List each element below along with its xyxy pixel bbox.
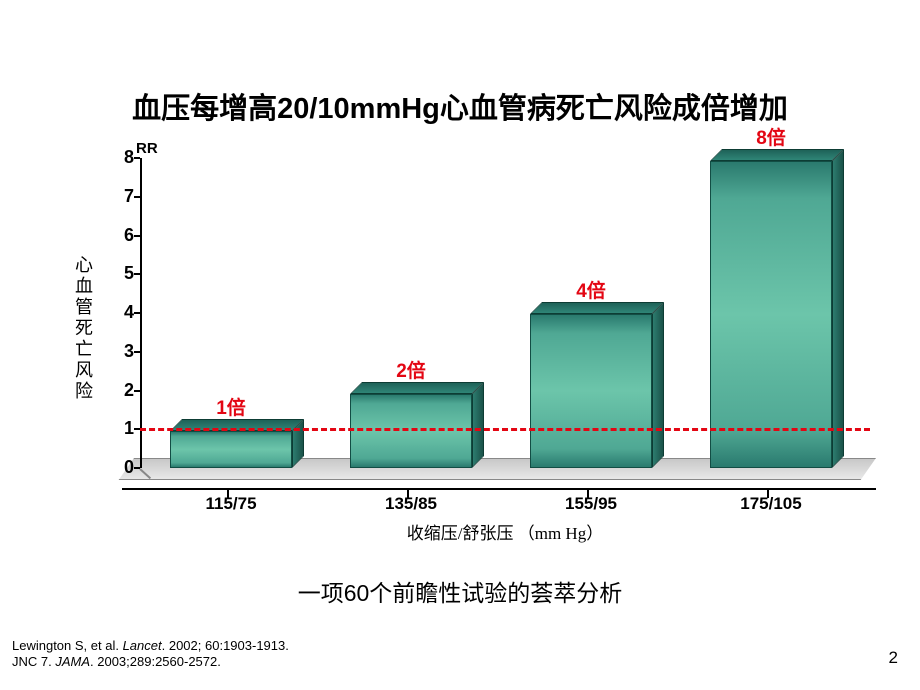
y-tick-label: 2: [108, 380, 134, 401]
y-tick-label: 4: [108, 302, 134, 323]
rr-label: RR: [136, 140, 158, 157]
x-tick-mark: [767, 490, 769, 498]
slide-title: 血压每增高20/10mmHg心血管病死亡风险成倍增加: [0, 85, 920, 127]
bar: 1倍: [170, 431, 292, 468]
bar-side: [832, 149, 844, 468]
y-tick-mark: [134, 312, 140, 314]
x-axis-line: [122, 488, 876, 490]
x-axis-title: 收缩压/舒张压 （mm Hg）: [140, 519, 870, 544]
citation-journal: JAMA: [55, 654, 90, 669]
y-tick-label: 0: [108, 457, 134, 478]
x-tick-label: 175/105: [701, 494, 841, 514]
bar-front: [530, 314, 652, 468]
citation-text: . 2003;289:2560-2572.: [90, 654, 221, 669]
citation-journal: Lancet: [123, 638, 162, 653]
y-tick-mark: [134, 467, 140, 469]
page-number: 2: [889, 648, 898, 668]
bar: 8倍: [710, 161, 832, 468]
y-tick-mark: [134, 273, 140, 275]
plot-area: 收缩压/舒张压 （mm Hg） 0123456781倍115/752倍135/8…: [140, 158, 870, 468]
bar-top: [350, 382, 484, 394]
bar-value-label: 1倍: [170, 393, 292, 420]
y-tick-label: 6: [108, 225, 134, 246]
bar-side: [652, 302, 664, 468]
y-tick-mark: [134, 351, 140, 353]
citation: Lewington S, et al. Lancet. 2002; 60:190…: [12, 638, 289, 671]
x-tick-mark: [587, 490, 589, 498]
y-tick-mark: [134, 157, 140, 159]
bar-value-label: 4倍: [530, 276, 652, 303]
y-tick-mark: [134, 196, 140, 198]
y-tick-label: 7: [108, 186, 134, 207]
bar-chart: RR 心血管死亡风险 收缩压/舒张压 （mm Hg） 0123456781倍11…: [80, 140, 870, 520]
reference-line: [140, 428, 870, 431]
bar-side: [472, 382, 484, 468]
y-tick-label: 1: [108, 418, 134, 439]
bar-front: [710, 161, 832, 468]
bar-value-label: 2倍: [350, 356, 472, 383]
slide-subtitle: 一项60个前瞻性试验的荟萃分析: [0, 574, 920, 608]
x-tick-label: 155/95: [521, 494, 661, 514]
citation-line-2: JNC 7. JAMA. 2003;289:2560-2572.: [12, 654, 289, 670]
x-tick-mark: [227, 490, 229, 498]
citation-text: Lewington S, et al.: [12, 638, 123, 653]
y-tick-label: 8: [108, 147, 134, 168]
y-tick-label: 3: [108, 341, 134, 362]
bar-value-label: 8倍: [710, 123, 832, 150]
bar-top: [530, 302, 664, 314]
y-tick-label: 5: [108, 263, 134, 284]
citation-text: JNC 7.: [12, 654, 55, 669]
bar-top: [710, 149, 844, 161]
bar-front: [170, 431, 292, 468]
y-tick-mark: [134, 235, 140, 237]
x-tick-label: 135/85: [341, 494, 481, 514]
y-axis-line: [140, 158, 142, 468]
y-axis-title: 心血管死亡风险: [70, 255, 96, 402]
citation-text: . 2002; 60:1903-1913.: [162, 638, 289, 653]
y-tick-mark: [134, 390, 140, 392]
citation-line-1: Lewington S, et al. Lancet. 2002; 60:190…: [12, 638, 289, 654]
bar: 4倍: [530, 314, 652, 468]
x-tick-mark: [407, 490, 409, 498]
x-tick-label: 115/75: [161, 494, 301, 514]
